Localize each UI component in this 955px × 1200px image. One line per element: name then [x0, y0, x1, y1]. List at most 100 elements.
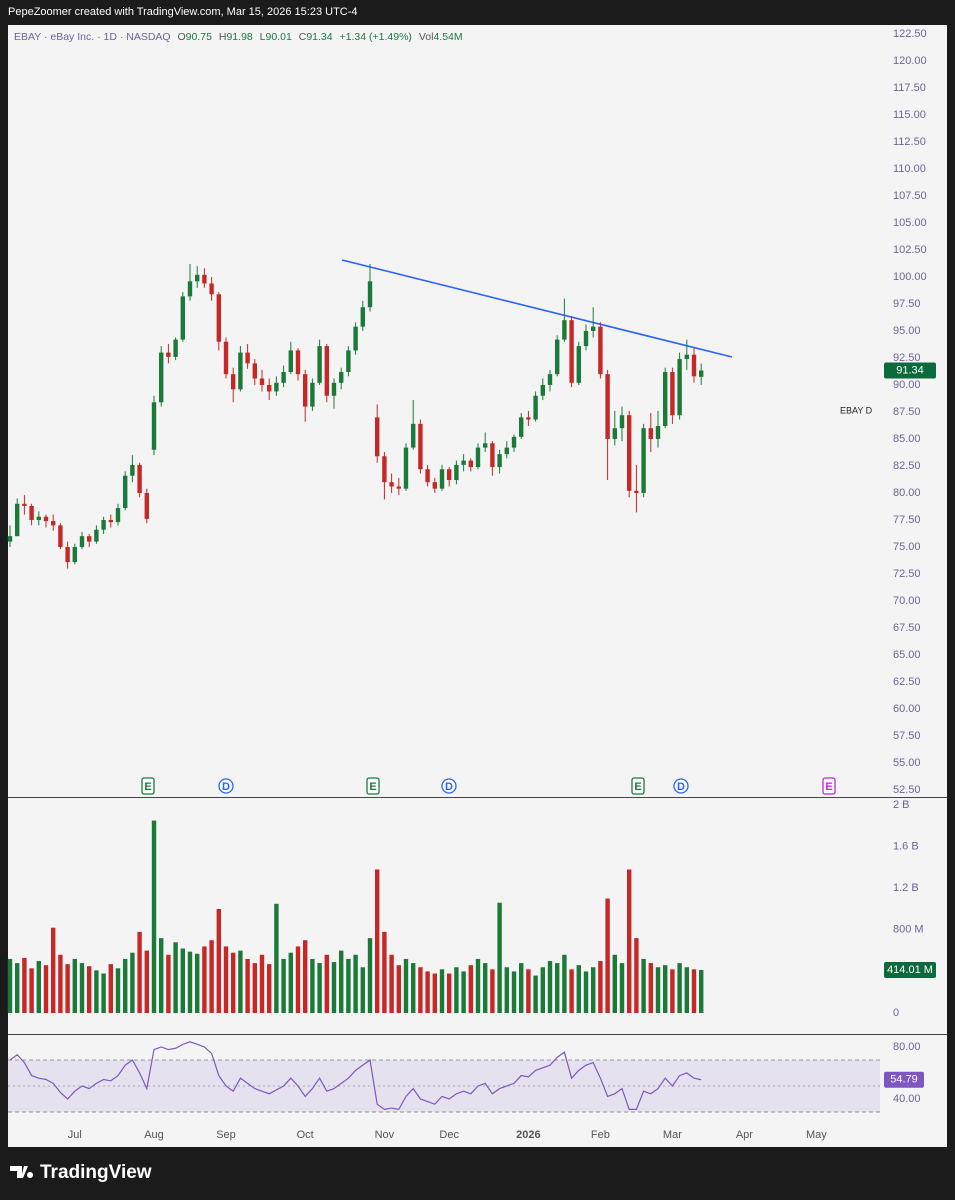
volume-bar — [108, 964, 113, 1014]
legend-label: H — [219, 31, 227, 43]
volume-bar — [461, 971, 466, 1014]
symbol: EBAY · eBay Inc. · 1D · NASDAQ — [14, 31, 171, 43]
volume-bar — [173, 942, 178, 1014]
volume-bar — [699, 969, 704, 1014]
candle-body — [569, 320, 574, 383]
y-tick-label: 110.00 — [893, 163, 926, 175]
x-tick-label: Aug — [144, 1129, 164, 1141]
candle-body — [627, 415, 632, 491]
candle-body — [346, 350, 351, 373]
volume-bar — [655, 967, 661, 1014]
volume-bar — [51, 927, 56, 1014]
volume-bar — [663, 965, 668, 1014]
volume-bar — [159, 938, 164, 1014]
event-label: E — [144, 781, 151, 793]
candle-body — [547, 374, 553, 385]
y-tick-label: 82.50 — [893, 460, 921, 472]
volume-bar — [166, 954, 171, 1014]
candle-body — [281, 372, 286, 383]
volume-bar — [389, 954, 394, 1014]
candle-body — [310, 382, 315, 407]
legend-label: C — [299, 31, 307, 43]
candle-body — [533, 395, 538, 420]
candle-body — [454, 464, 459, 481]
legend-value: 90.01 — [266, 31, 292, 43]
candle-body — [108, 519, 113, 523]
candle-body — [591, 326, 596, 331]
volume-bar — [324, 954, 329, 1014]
y-tick-label: 100.00 — [893, 271, 927, 283]
candle-body — [699, 370, 704, 377]
volume-bar — [7, 958, 13, 1014]
volume-bar — [684, 967, 689, 1014]
candle-body — [331, 382, 337, 396]
candle-body — [382, 456, 387, 483]
volume-bar — [151, 820, 157, 1014]
side-label: EBAY D — [840, 405, 873, 415]
candle-body — [389, 482, 394, 487]
volume-bar — [187, 951, 193, 1014]
candle-body — [267, 384, 272, 392]
candle-body — [144, 492, 149, 519]
candle-body — [231, 374, 236, 390]
volume-bar — [670, 969, 675, 1014]
volume-bar — [555, 963, 560, 1014]
volume-bar — [65, 964, 70, 1014]
last-price: 91.34 — [896, 364, 924, 376]
candle-body — [123, 475, 128, 509]
candle-body — [526, 417, 531, 420]
candle-body — [684, 354, 689, 360]
volume-bar — [223, 946, 229, 1014]
volume-bar — [641, 958, 646, 1014]
y-tick-label: 122.50 — [893, 28, 927, 40]
x-tick-label: Oct — [297, 1129, 314, 1141]
y-tick-label: 92.50 — [893, 352, 921, 364]
event-label: D — [445, 781, 453, 793]
x-tick-label: May — [806, 1129, 827, 1141]
volume-bar — [367, 938, 373, 1014]
candle-body — [252, 363, 257, 379]
volume-bar — [425, 971, 430, 1014]
candle-body — [43, 516, 49, 522]
candle-body — [360, 307, 365, 327]
candle-body — [439, 469, 445, 489]
event-marker — [673, 778, 689, 794]
candle-body — [375, 417, 380, 457]
volume-bar — [202, 946, 207, 1014]
volume-bar — [209, 940, 214, 1014]
volume-bar — [540, 967, 545, 1014]
volume-bar — [677, 963, 682, 1014]
trend-line — [341, 259, 733, 358]
x-tick-label: Dec — [439, 1129, 459, 1141]
y-tick-label: 72.50 — [893, 568, 921, 580]
x-tick-label: Jul — [68, 1129, 82, 1141]
x-tick-label: Mar — [663, 1129, 682, 1141]
candle-body — [655, 426, 661, 439]
x-tick-label: Feb — [591, 1129, 610, 1141]
candle-body — [641, 428, 646, 493]
candle-body — [353, 326, 358, 351]
volume-bar — [216, 908, 221, 1014]
candle-body — [101, 519, 106, 530]
candle-body — [51, 521, 56, 526]
candle-body — [202, 274, 207, 284]
volume-bar — [411, 963, 416, 1014]
candle-body — [274, 382, 279, 392]
candle-body — [403, 447, 409, 489]
event-label: E — [369, 781, 376, 793]
volume-bar — [267, 964, 272, 1014]
y-tick-label: 90.00 — [893, 379, 921, 391]
candle-body — [418, 423, 423, 470]
y-tick-label: 1.6 B — [893, 840, 919, 852]
volume-bar — [339, 950, 344, 1014]
candle-body — [367, 281, 373, 308]
volume-bar — [598, 961, 603, 1014]
volume-bar — [475, 958, 481, 1014]
x-tick-label: Sep — [216, 1129, 236, 1141]
volume-bar — [331, 962, 337, 1014]
y-tick-label: 60.00 — [893, 703, 921, 715]
volume-bar — [288, 952, 293, 1014]
volume-bar — [353, 954, 358, 1014]
event-marker — [631, 777, 645, 795]
candle-body — [130, 464, 135, 476]
